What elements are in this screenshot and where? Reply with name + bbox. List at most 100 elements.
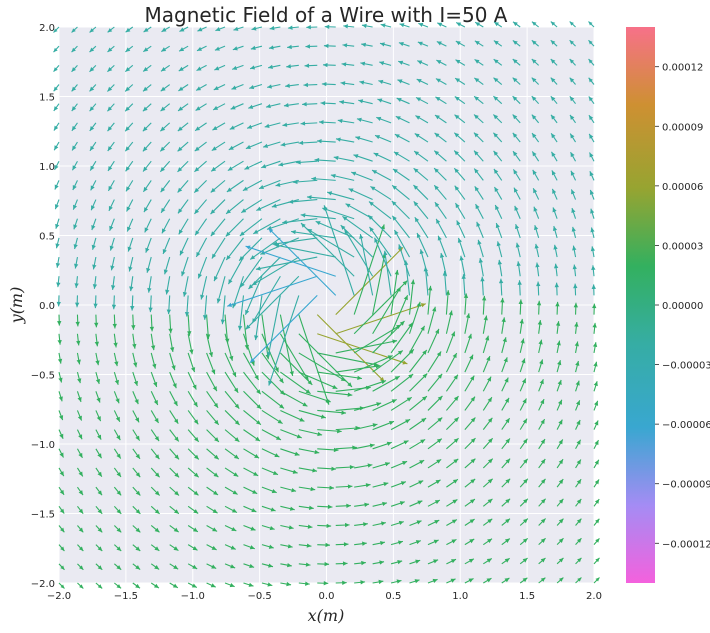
field-arrow bbox=[279, 333, 309, 381]
field-arrow-head bbox=[470, 458, 476, 464]
field-arrow-head bbox=[512, 77, 518, 83]
field-arrow-head bbox=[154, 418, 159, 424]
field-arrow-head bbox=[54, 164, 59, 170]
field-arrow bbox=[359, 233, 374, 296]
field-arrow-head bbox=[469, 539, 475, 544]
field-arrow-head bbox=[213, 402, 219, 408]
field-arrow-head bbox=[250, 255, 256, 260]
field-arrow-head bbox=[475, 204, 480, 210]
field-arrow-head bbox=[227, 166, 233, 171]
field-arrow-head bbox=[523, 498, 528, 504]
field-arrow-head bbox=[569, 58, 575, 64]
field-arrow-head bbox=[161, 47, 167, 52]
field-arrow-head bbox=[268, 45, 274, 50]
colorbar-tick-label: −0.00006 bbox=[662, 420, 710, 431]
x-tick-label: 0.5 bbox=[385, 591, 401, 602]
field-arrow-head bbox=[493, 168, 499, 174]
field-arrow-head bbox=[275, 435, 281, 440]
field-arrow-head bbox=[487, 417, 493, 423]
field-arrow-head bbox=[453, 438, 459, 443]
field-arrow-head bbox=[325, 399, 330, 405]
field-arrow-head bbox=[142, 86, 148, 92]
field-arrow-head bbox=[282, 219, 287, 225]
field-arrow-head bbox=[428, 285, 433, 291]
field-arrow-head bbox=[229, 125, 235, 130]
field-arrow-head bbox=[572, 264, 577, 270]
field-arrow bbox=[298, 352, 347, 382]
field-arrow-head bbox=[540, 557, 546, 563]
field-arrow-head bbox=[74, 283, 79, 288]
field-arrow-head bbox=[135, 453, 140, 459]
field-arrow-head bbox=[287, 544, 293, 549]
field-arrow-head bbox=[516, 261, 521, 267]
field-arrow-head bbox=[212, 386, 217, 392]
field-arrow-head bbox=[113, 342, 118, 348]
field-arrow-head bbox=[196, 46, 202, 51]
field-arrow-head bbox=[165, 289, 170, 295]
field-arrow-head bbox=[571, 226, 576, 232]
colorbar-tick-label: 0.00012 bbox=[662, 63, 703, 74]
field-arrow-head bbox=[351, 171, 357, 176]
field-arrow-head bbox=[60, 546, 65, 551]
colorbar-tick-label: −0.00009 bbox=[662, 480, 710, 491]
field-arrow-head bbox=[455, 203, 460, 209]
field-arrow-head bbox=[264, 123, 270, 128]
field-arrow-head bbox=[210, 187, 216, 193]
field-arrow-head bbox=[477, 239, 482, 245]
field-arrow-head bbox=[76, 340, 81, 346]
field-arrow-head bbox=[372, 423, 378, 428]
field-arrow-head bbox=[314, 157, 320, 163]
field-arrow-head bbox=[213, 472, 219, 478]
field-arrow-head bbox=[263, 143, 269, 148]
field-arrow-head bbox=[531, 58, 537, 64]
field-arrow-head bbox=[154, 546, 160, 551]
field-arrow-head bbox=[245, 144, 251, 149]
field-arrow-head bbox=[550, 77, 556, 83]
field-arrow-head bbox=[534, 225, 539, 231]
field-arrow-head bbox=[194, 454, 199, 460]
field-arrow bbox=[427, 285, 432, 315]
field-arrow-head bbox=[445, 290, 451, 295]
field-arrow-head bbox=[283, 103, 289, 108]
field-arrow-head bbox=[91, 244, 96, 250]
field-arrow-head bbox=[363, 522, 368, 527]
field-arrow bbox=[384, 250, 392, 296]
field-arrow-head bbox=[515, 242, 520, 248]
field-arrow-head bbox=[78, 452, 83, 458]
field-arrow-head bbox=[355, 136, 361, 141]
y-tick-label: −0.5 bbox=[31, 371, 55, 382]
field-arrow-head bbox=[54, 184, 59, 190]
field-arrow-head bbox=[384, 462, 390, 467]
field-arrow-head bbox=[552, 207, 557, 213]
field-arrow-head bbox=[307, 380, 313, 385]
field-arrow-head bbox=[231, 526, 237, 531]
field-arrow-head bbox=[500, 297, 505, 303]
field-arrow-head bbox=[435, 78, 441, 83]
field-arrow-head bbox=[194, 209, 200, 214]
field-arrow-head bbox=[322, 62, 328, 68]
field-arrow-head bbox=[348, 188, 354, 193]
field-arrow-head bbox=[523, 438, 528, 444]
field-arrow-head bbox=[436, 60, 442, 65]
field-arrow-head bbox=[294, 451, 300, 456]
field-arrow bbox=[306, 196, 336, 201]
field-arrow-head bbox=[504, 377, 509, 383]
field-arrow-head bbox=[305, 389, 311, 394]
field-arrow-head bbox=[453, 396, 459, 401]
field-arrow-head bbox=[169, 347, 175, 352]
field-arrow-head bbox=[321, 81, 327, 87]
field-arrow-head bbox=[352, 445, 357, 450]
field-arrow-head bbox=[58, 396, 63, 402]
field-arrow-head bbox=[95, 379, 101, 384]
field-arrow-head bbox=[245, 245, 251, 250]
field-arrow-head bbox=[125, 146, 130, 152]
field-arrow-head bbox=[244, 344, 250, 350]
field-arrow bbox=[390, 348, 415, 373]
field-arrow-head bbox=[594, 400, 599, 406]
field-arrow-head bbox=[225, 338, 230, 344]
field-arrow-head bbox=[402, 280, 408, 286]
field-arrow-head bbox=[247, 124, 253, 129]
field-arrow-head bbox=[356, 117, 362, 122]
field-arrow-head bbox=[332, 384, 338, 389]
field-arrow-head bbox=[116, 546, 122, 552]
